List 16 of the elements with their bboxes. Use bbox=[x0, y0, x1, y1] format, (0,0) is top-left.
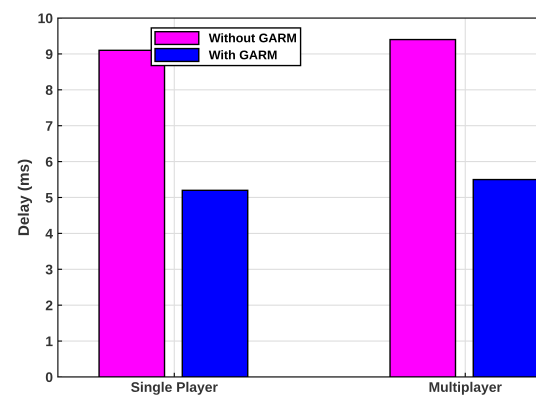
y-tick-label: 8 bbox=[46, 85, 53, 95]
y-tick-label: 2 bbox=[46, 300, 52, 310]
y-tick-label: 4 bbox=[46, 228, 53, 238]
legend-label: Without GARM bbox=[208, 33, 296, 42]
y-tick-label: 5 bbox=[46, 192, 53, 203]
y-tick-label: 7 bbox=[46, 121, 52, 131]
x-tick-label: Multiplayer bbox=[430, 382, 502, 395]
y-tick-label: 3 bbox=[46, 264, 53, 274]
y-tick-label: 1 bbox=[46, 336, 53, 346]
y-tick-label: 9 bbox=[46, 49, 53, 60]
x-tick-label: Single Player bbox=[131, 382, 218, 395]
y-axis-title: Delay (ms) bbox=[18, 160, 32, 236]
y-tick-label: 10 bbox=[38, 13, 52, 24]
y-tick-label: 0 bbox=[46, 372, 52, 382]
y-tick-label: 6 bbox=[46, 156, 53, 167]
legend-label: With GARM bbox=[208, 50, 277, 60]
